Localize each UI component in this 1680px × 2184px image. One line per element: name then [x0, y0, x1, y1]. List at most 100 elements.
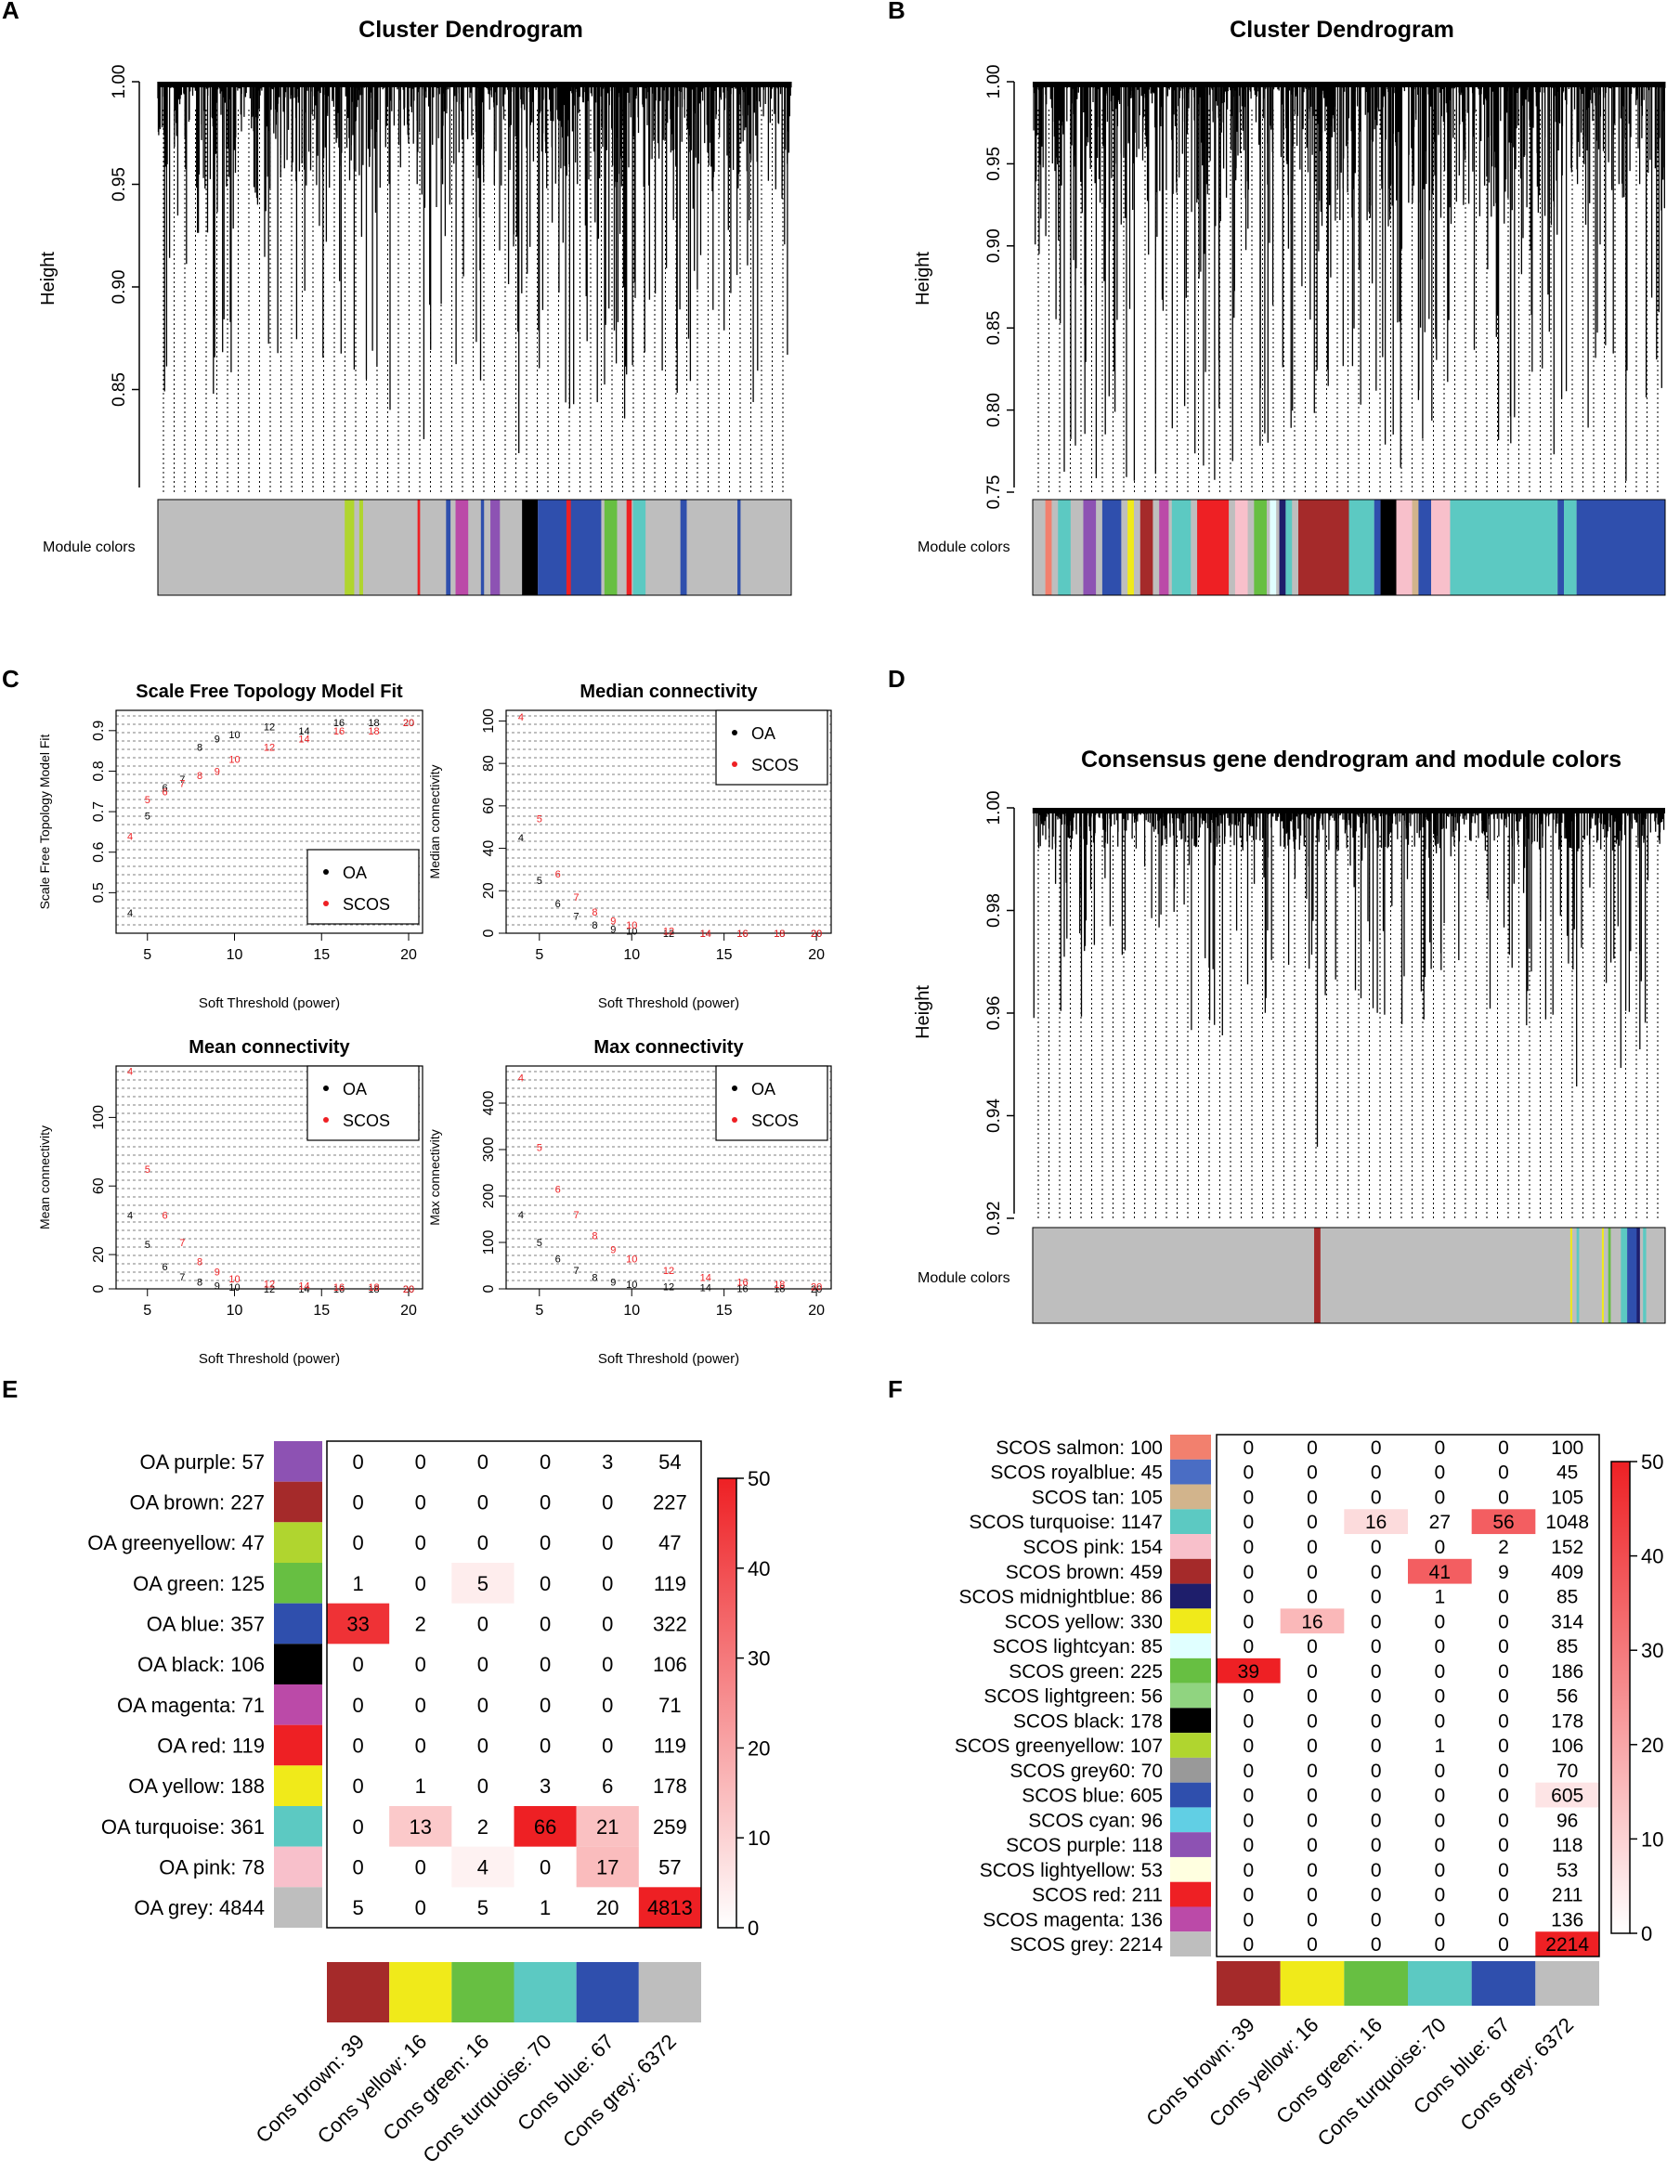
module-color-segment — [455, 500, 469, 595]
oa-point: 5 — [537, 1238, 542, 1249]
module-color-segment — [1380, 500, 1397, 595]
x-tick-label: 10 — [623, 947, 640, 963]
cell-value: 0 — [540, 1490, 551, 1514]
cell-value: 0 — [352, 1734, 363, 1757]
b-ytick-label: 1.00 — [984, 65, 1004, 99]
module-color-segment — [1197, 500, 1230, 595]
row-label: OA purple: 57 — [139, 1450, 265, 1474]
row-label: SCOS royalblue: 45 — [990, 1462, 1163, 1484]
cell-value: 0 — [1434, 1835, 1445, 1856]
cell-value: 0 — [1434, 1686, 1445, 1708]
cell-value: 0 — [1371, 1611, 1382, 1632]
cell-value: 0 — [1498, 1736, 1509, 1757]
cell-value: 0 — [1243, 1537, 1254, 1558]
module-color-segment — [1576, 1228, 1580, 1323]
row-color-swatch — [1170, 1459, 1211, 1485]
y-tick-label: 20 — [481, 882, 497, 899]
cell-value: 1 — [1434, 1736, 1445, 1757]
legend-box — [715, 1065, 828, 1141]
oa-point: 20 — [811, 929, 822, 940]
cell-value: 106 — [653, 1653, 687, 1676]
column-color-swatch — [638, 1962, 701, 2022]
y-tick-label: 40 — [481, 840, 497, 857]
module-color-segment — [1608, 1228, 1611, 1323]
cell-value: 0 — [1498, 1661, 1509, 1683]
scos-point: 6 — [162, 1211, 167, 1222]
module-color-segment — [1285, 500, 1293, 595]
cell-value: 0 — [1434, 1934, 1445, 1956]
a-ytick-label: 0.90 — [110, 270, 129, 305]
module-color-segment — [1254, 500, 1267, 595]
scos-point: 8 — [197, 1256, 202, 1268]
scale-tick-label: 20 — [1641, 1734, 1663, 1757]
scale-tick-label: 40 — [1641, 1545, 1663, 1568]
row-color-swatch — [274, 1441, 322, 1482]
y-tick-label: 100 — [91, 1105, 107, 1130]
module-color-segment — [1348, 500, 1374, 595]
module-color-segment — [490, 500, 501, 595]
cell-value: 85 — [1556, 1636, 1578, 1658]
module-color-segment — [345, 500, 355, 595]
module-color-segment — [1643, 1228, 1647, 1323]
row-label: OA blue: 357 — [147, 1612, 265, 1635]
y-tick-label: 80 — [481, 755, 497, 772]
cell-value: 100 — [1551, 1437, 1583, 1459]
cell-value: 0 — [477, 1734, 488, 1757]
row-label: SCOS red: 211 — [1032, 1885, 1163, 1906]
oa-point: 10 — [626, 1280, 637, 1291]
scos-point: 4 — [127, 831, 133, 842]
cell-value: 0 — [1243, 1710, 1254, 1732]
dendrogram-branches — [157, 82, 792, 453]
scos-point: 7 — [179, 779, 185, 790]
cell-value: 0 — [1498, 1835, 1509, 1856]
oa-point: 8 — [197, 742, 202, 753]
cell-value: 0 — [602, 1694, 613, 1717]
module-color-segment — [522, 500, 539, 595]
column-color-swatch — [1408, 1961, 1472, 2006]
cell-value: 105 — [1551, 1487, 1583, 1508]
module-color-segment — [1396, 500, 1413, 595]
scos-point: 10 — [228, 754, 240, 765]
x-tick-label: 5 — [535, 947, 543, 963]
module-color-segment — [1412, 500, 1419, 595]
legend-oa-marker — [323, 1086, 329, 1091]
scos-point: 5 — [145, 1164, 150, 1176]
y-tick-label: 0.9 — [91, 721, 107, 741]
module-color-segment — [1418, 500, 1432, 595]
row-color-swatch — [274, 1765, 322, 1806]
cell-value: 0 — [1307, 1909, 1318, 1930]
row-label: OA magenta: 71 — [117, 1694, 265, 1717]
cell-value: 2214 — [1545, 1934, 1589, 1956]
cell-value: 0 — [1498, 1611, 1509, 1632]
module-color-segment — [1045, 500, 1052, 595]
column-color-swatch — [576, 1962, 639, 2022]
y-tick-label: 60 — [481, 798, 497, 814]
scos-point: 12 — [264, 742, 275, 753]
cell-value: 0 — [1498, 1636, 1509, 1658]
cell-value: 0 — [1307, 1835, 1318, 1856]
cell-value: 0 — [1434, 1909, 1445, 1930]
cell-value: 0 — [1434, 1487, 1445, 1508]
row-color-swatch — [274, 1603, 322, 1644]
scos-point: 18 — [368, 1282, 379, 1294]
scos-point: 12 — [663, 927, 674, 938]
heat-cell — [576, 1806, 639, 1847]
oa-point: 18 — [774, 1284, 785, 1295]
cell-value: 0 — [1243, 1885, 1254, 1906]
cell-value: 0 — [1307, 1736, 1318, 1757]
cell-value: 0 — [602, 1734, 613, 1757]
cell-value: 0 — [477, 1531, 488, 1554]
panel-label-a: A — [2, 0, 20, 24]
legend-oa-label: OA — [343, 864, 367, 882]
row-label: SCOS cyan: 96 — [1028, 1810, 1163, 1831]
cell-value: 152 — [1551, 1537, 1583, 1558]
a-module-strip-border — [157, 499, 792, 596]
cell-value: 0 — [1307, 1860, 1318, 1881]
module-color-segment — [1270, 500, 1277, 595]
cell-value: 0 — [602, 1572, 613, 1595]
subplot-xlabel: Soft Threshold (power) — [598, 995, 739, 1011]
row-color-swatch — [1170, 1807, 1211, 1833]
row-color-swatch — [274, 1481, 322, 1523]
cell-value: 118 — [1552, 1835, 1582, 1856]
cell-value: 0 — [1243, 1636, 1254, 1658]
